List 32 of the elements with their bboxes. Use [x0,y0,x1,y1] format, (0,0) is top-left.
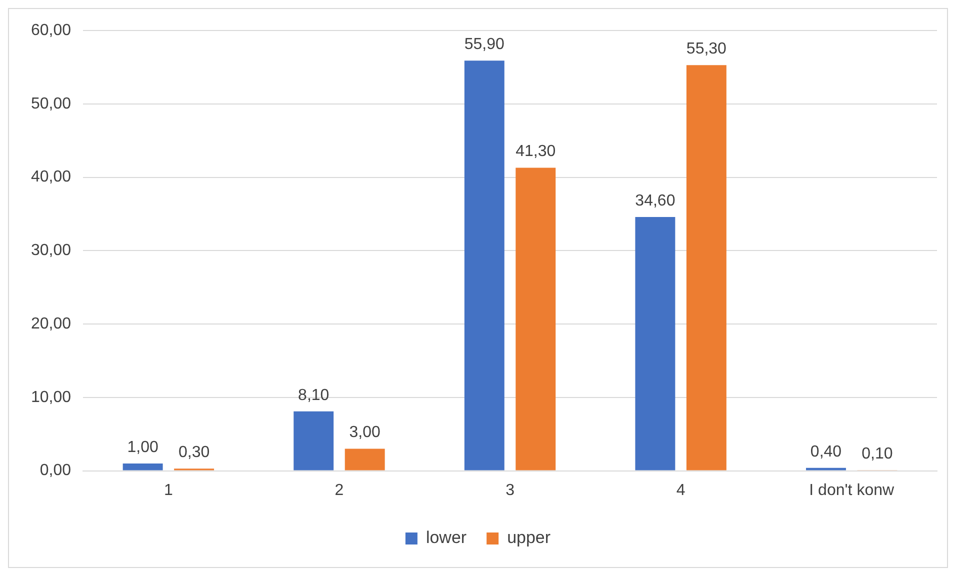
bar [686,65,726,470]
data-label: 0,30 [178,444,210,462]
legend-label: upper [507,528,551,548]
y-tick-label: 10,00 [30,388,72,406]
bar [294,411,334,470]
data-label: 1,00 [127,438,158,456]
data-label: 8,10 [298,386,330,404]
legend-label: lower [426,528,467,548]
data-label: 55,30 [686,40,727,58]
y-tick-label: 50,00 [30,95,72,112]
x-tick-label: 3 [506,482,515,499]
y-tick-label: 60,00 [30,22,72,40]
y-tick-label: 30,00 [30,242,72,260]
data-label: 0,40 [810,443,842,460]
bar [516,168,556,470]
bar [344,448,385,470]
data-label: 0,10 [862,445,893,462]
bar [635,216,676,470]
data-label: 55,90 [464,36,505,54]
x-tick-label: I don't konw [809,482,894,499]
y-tick-label: 0,00 [40,462,72,480]
y-tick-label: 40,00 [30,168,72,186]
bar [122,463,163,470]
y-tick-label: 20,00 [30,315,72,332]
data-label: 3,00 [349,424,381,442]
data-label: 41,30 [516,143,556,160]
x-tick-label: 1 [164,482,173,499]
data-label: 34,60 [635,192,676,210]
x-tick-label: 2 [334,482,344,499]
bar [806,468,846,470]
bar [464,60,504,470]
x-tick-label: 4 [676,482,686,499]
